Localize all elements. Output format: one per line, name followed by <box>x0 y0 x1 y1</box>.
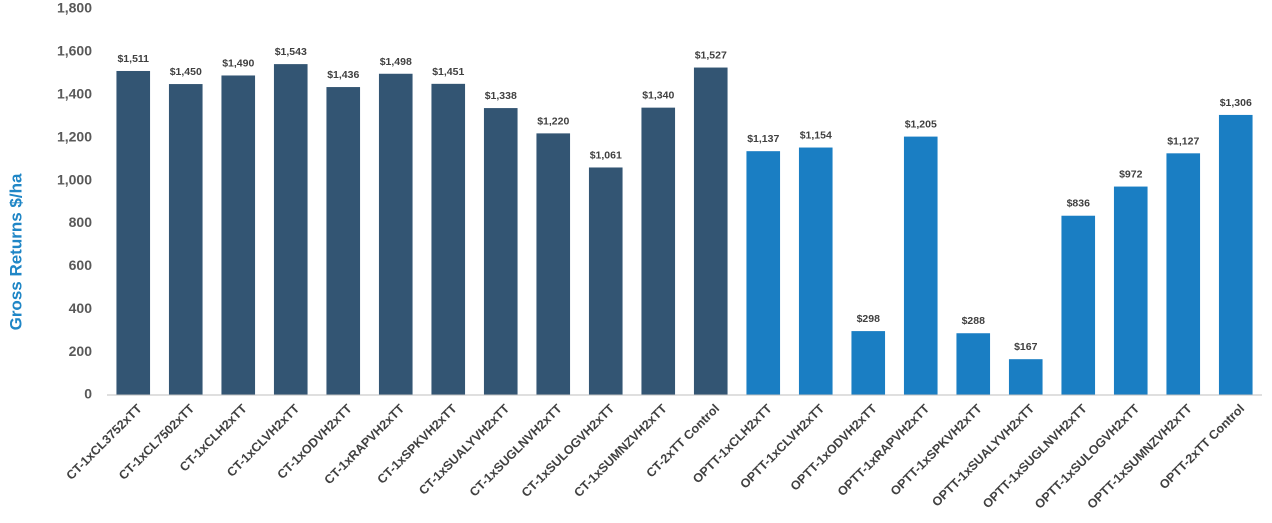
bar <box>431 83 466 395</box>
bar <box>746 151 781 395</box>
x-tick-label: CT-1xSUGLNVH2xTT <box>467 401 565 499</box>
bar <box>273 64 308 396</box>
y-tick-label: 400 <box>69 300 93 316</box>
y-tick-label: 200 <box>69 343 93 359</box>
y-tick-label: 1,600 <box>57 43 92 59</box>
y-axis-ticks: 0 200 400 600 800 1,000 1,200 1,400 1,600 1,800 <box>57 0 92 402</box>
x-axis-categories: CT-1xCL3752xTTCT-1xCL7502xTTCT-1xCLH2xTT… <box>64 401 1248 511</box>
x-tick-label: OPTT-1xSUGLNVH2xTT <box>980 401 1090 511</box>
data-labels: $1,511 $1,450 $1,490 $1,543 $1,436 $1,498 $1,4… <box>117 46 1251 353</box>
bar <box>903 136 938 395</box>
data-label: $1,338 <box>485 90 517 102</box>
data-label: $972 <box>1119 169 1143 181</box>
bar <box>221 75 256 395</box>
data-label: $1,490 <box>222 57 254 69</box>
bar <box>326 87 361 396</box>
data-label: $1,436 <box>327 69 359 81</box>
x-tick-label: CT-1xSULOGVH2xTT <box>519 401 618 500</box>
y-tick-label: 600 <box>69 257 93 273</box>
bar <box>483 108 518 395</box>
data-label: $1,154 <box>800 130 832 142</box>
bar <box>536 133 571 395</box>
bar <box>798 147 833 395</box>
bar <box>641 107 676 396</box>
y-tick-label: 1,400 <box>57 85 92 101</box>
y-tick-label: 1,800 <box>57 0 92 16</box>
data-label: $1,450 <box>170 66 202 78</box>
x-tick-label: OPTT-1xODVH2xTT <box>788 401 880 493</box>
bar <box>956 333 991 395</box>
bar <box>1218 114 1253 396</box>
x-tick-label: OPTT-1xRAPVH2xTT <box>835 401 933 499</box>
data-label: $1,340 <box>642 90 674 102</box>
y-axis-label: Gross Returns $/ha <box>6 173 25 330</box>
data-label: $1,527 <box>695 50 727 62</box>
data-label: $1,498 <box>380 56 412 68</box>
bar <box>1061 215 1096 395</box>
data-label: $298 <box>857 313 881 325</box>
bar <box>1113 186 1148 395</box>
x-tick-label: CT-1xSUALYVH2xTT <box>416 401 512 497</box>
data-label: $1,306 <box>1220 97 1252 109</box>
x-tick-label: OPTT-1xSULOGVH2xTT <box>1032 401 1142 511</box>
data-label: $1,061 <box>590 149 622 161</box>
bars <box>116 64 1253 396</box>
data-label: $1,543 <box>275 46 307 58</box>
data-label: $1,127 <box>1167 135 1199 147</box>
data-label: $288 <box>962 315 986 327</box>
bar <box>168 84 203 396</box>
y-tick-label: 0 <box>84 386 92 402</box>
data-label: $1,511 <box>117 53 149 65</box>
data-label: $836 <box>1067 198 1091 210</box>
x-tick-label: CT-1xSUMNZVH2xTT <box>571 401 670 500</box>
y-tick-label: 800 <box>69 214 93 230</box>
x-tick-label: OPTT-1xSPKVH2xTT <box>888 401 985 498</box>
data-label: $1,205 <box>905 119 937 131</box>
bar <box>116 70 151 396</box>
data-label: $1,220 <box>537 115 569 127</box>
bar <box>378 73 413 396</box>
bar <box>588 167 623 395</box>
y-tick-label: 1,000 <box>57 171 92 187</box>
bar <box>693 67 728 395</box>
bar <box>1008 359 1043 395</box>
x-tick-label: OPTT-1xSUALYVH2xTT <box>929 401 1037 509</box>
y-tick-label: 1,200 <box>57 128 92 144</box>
data-label: $1,137 <box>747 133 779 145</box>
x-tick-label: OPTT-1xSUMNZVH2xTT <box>1085 401 1195 511</box>
data-label: $167 <box>1014 341 1038 353</box>
data-label: $1,451 <box>432 66 464 78</box>
bar <box>1166 153 1201 395</box>
bar <box>851 331 886 395</box>
